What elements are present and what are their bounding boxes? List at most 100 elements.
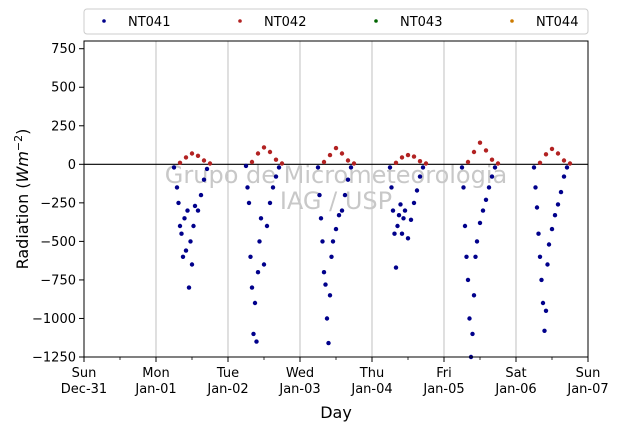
data-point [177, 160, 183, 165]
watermark-line-1: Grupo de Micrometeorologia [165, 161, 507, 189]
data-point [405, 236, 411, 241]
data-point [201, 158, 207, 163]
data-point [471, 293, 477, 298]
data-point [243, 163, 249, 169]
x-tick-day: Fri [436, 366, 452, 381]
data-point [273, 157, 279, 162]
legend-label-nt042: NT042 [264, 15, 306, 30]
y-tick-label: −1250 [32, 351, 76, 366]
data-point [417, 174, 423, 179]
data-point [251, 331, 256, 337]
x-axis-title: Day [320, 403, 352, 422]
y-tick-label: 750 [51, 42, 76, 57]
data-point [393, 265, 399, 270]
legend: NT041 NT042 NT043 NT044 [83, 8, 589, 35]
data-point [255, 151, 261, 156]
data-point [546, 242, 552, 247]
series-points [171, 140, 573, 360]
data-point [333, 145, 339, 151]
data-point [555, 202, 561, 207]
data-point [345, 177, 351, 182]
legend-label-nt041: NT041 [128, 15, 170, 30]
y-tick-label: −250 [40, 196, 76, 211]
data-point [393, 160, 399, 165]
data-point [465, 159, 471, 165]
data-point [461, 185, 466, 190]
data-point [330, 239, 336, 244]
data-point [399, 155, 405, 160]
data-point [402, 208, 408, 213]
data-point [204, 166, 210, 172]
legend-marker-nt043 [374, 19, 378, 23]
data-point [245, 185, 250, 190]
watermark-line-2: IAG / USP [280, 187, 392, 215]
data-point [408, 217, 414, 222]
x-tick-date: Jan-01 [134, 382, 176, 397]
legend-marker-nt041 [102, 19, 106, 23]
data-point [252, 300, 258, 306]
data-point [480, 208, 486, 213]
legend-label-nt044: NT044 [536, 15, 578, 30]
legend-label-nt043: NT043 [400, 15, 442, 30]
data-point [195, 208, 201, 213]
data-point [177, 223, 183, 229]
x-tick-date: Dec-31 [61, 382, 107, 397]
data-point [249, 285, 255, 290]
y-axis-title: Radiation (Wm−2) [12, 129, 33, 270]
data-point [183, 248, 189, 253]
data-point [489, 157, 495, 162]
y-tick-label: 0 [68, 158, 76, 173]
data-point [185, 208, 190, 213]
data-point [195, 153, 201, 158]
data-point [198, 192, 204, 198]
data-point [261, 262, 267, 267]
x-tick-day: Sun [576, 366, 601, 381]
data-point [339, 208, 345, 213]
x-tick-date: Jan-06 [494, 382, 536, 397]
x-tick-day: Wed [286, 366, 314, 381]
data-point [248, 254, 253, 259]
data-point [533, 185, 538, 190]
x-tick-day: Sun [72, 366, 97, 381]
series-nt041 [171, 163, 570, 360]
data-point [179, 231, 184, 236]
data-point [189, 151, 195, 156]
data-point [411, 200, 417, 206]
vertical-gridlines [155, 41, 517, 357]
data-point [423, 161, 429, 166]
data-point [189, 262, 195, 267]
data-point [543, 152, 549, 157]
data-point [279, 161, 285, 166]
data-point [462, 223, 468, 229]
data-point [182, 216, 187, 221]
data-point [317, 192, 322, 198]
data-point [327, 152, 333, 158]
data-point [414, 188, 420, 193]
data-point [315, 165, 321, 170]
data-point [395, 223, 400, 229]
x-tick-date: Jan-04 [350, 382, 392, 397]
data-point [561, 158, 567, 163]
data-point [326, 340, 331, 346]
data-point [261, 145, 267, 150]
data-point [405, 152, 411, 158]
data-point [537, 160, 543, 165]
data-point [345, 158, 351, 163]
data-point [324, 316, 330, 321]
data-point [540, 300, 546, 306]
data-point [561, 174, 567, 179]
x-tick-date: Jan-05 [422, 382, 464, 397]
data-point [273, 174, 279, 179]
data-point [471, 149, 477, 155]
data-point [537, 254, 543, 259]
data-point [411, 154, 417, 159]
legend-marker-nt044 [510, 19, 514, 23]
y-tick-label: −500 [40, 235, 76, 250]
y-tick-label: 500 [51, 81, 76, 96]
data-point [387, 165, 393, 170]
data-point [186, 285, 192, 290]
data-point [417, 159, 423, 164]
legend-box [83, 8, 589, 35]
data-point [333, 226, 339, 232]
